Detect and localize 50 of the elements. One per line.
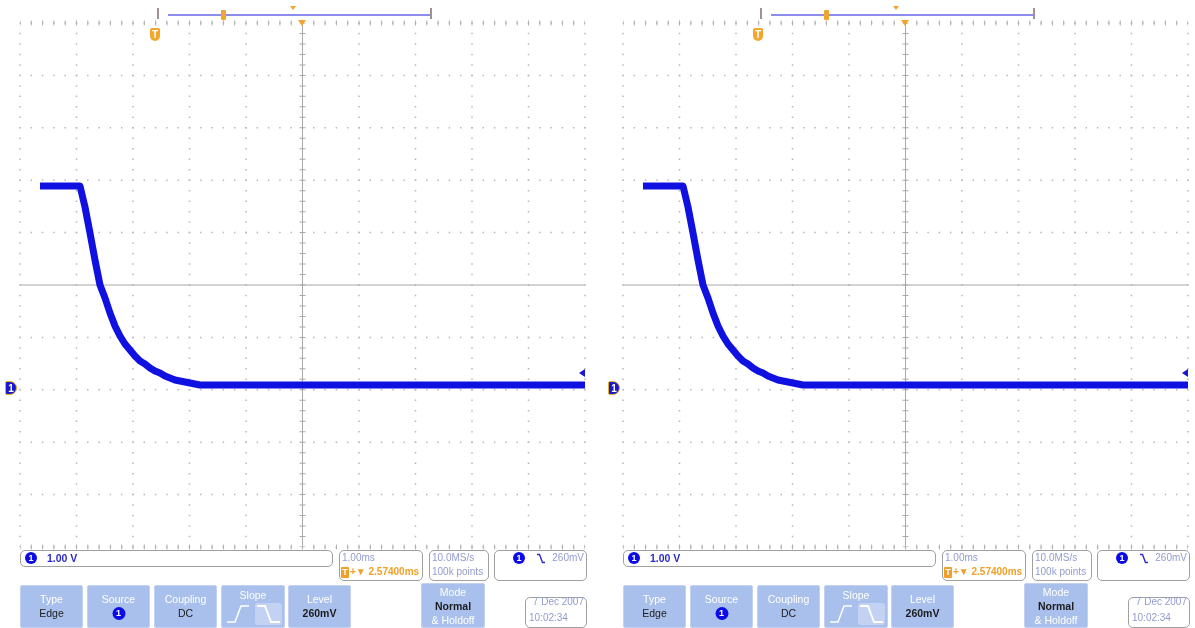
text: Mode [439, 586, 467, 598]
text: 1.00 V [47, 552, 78, 564]
text: Type [40, 593, 63, 605]
text: 10:02:34 [529, 612, 568, 623]
text: 260mV [1155, 552, 1187, 563]
text: & Holdoff [1034, 614, 1078, 626]
text: 1 [25, 552, 37, 564]
text: Coupling [767, 593, 810, 605]
text: & Holdoff [431, 614, 475, 626]
text: Normal [434, 600, 472, 612]
text: 260mV [552, 552, 584, 563]
text: 10.0MS/s [1035, 552, 1078, 563]
text: Coupling [164, 593, 207, 605]
text: 7 Dec 2007 [532, 596, 584, 607]
text: Level [909, 593, 936, 605]
text: T [341, 567, 349, 578]
text: 1.00ms [945, 552, 978, 563]
text: T [944, 567, 952, 578]
text: Edge [39, 607, 64, 619]
text: 1 [513, 552, 525, 564]
text: 1 [112, 607, 125, 620]
text: Slope [239, 589, 267, 601]
text: 1 [715, 607, 728, 620]
text: +▼ 2.57400ms [953, 566, 1023, 577]
text: 100k points [432, 566, 484, 577]
text: Level [306, 593, 333, 605]
text: DC [780, 607, 797, 619]
text: 1 [1116, 552, 1128, 564]
text: 1 [5, 381, 17, 395]
text: T [753, 28, 763, 41]
text: Source [101, 593, 136, 605]
text: DC [177, 607, 194, 619]
text: 1 [628, 552, 640, 564]
text: Slope [842, 589, 870, 601]
text: T [150, 28, 160, 41]
text: Mode [1042, 586, 1070, 598]
text: 10.0MS/s [432, 552, 475, 563]
text: 1.00 V [650, 552, 681, 564]
text: +▼ 2.57400ms [350, 566, 420, 577]
text: Normal [1037, 600, 1075, 612]
text: Type [643, 593, 666, 605]
text: 1 [608, 381, 620, 395]
text: 100k points [1035, 566, 1087, 577]
text: 260mV [302, 607, 337, 619]
text: 10:02:34 [1132, 612, 1171, 623]
text: 260mV [905, 607, 940, 619]
text: Source [704, 593, 739, 605]
text: Edge [642, 607, 667, 619]
text: 1.00ms [342, 552, 375, 563]
text: 7 Dec 2007 [1135, 596, 1187, 607]
